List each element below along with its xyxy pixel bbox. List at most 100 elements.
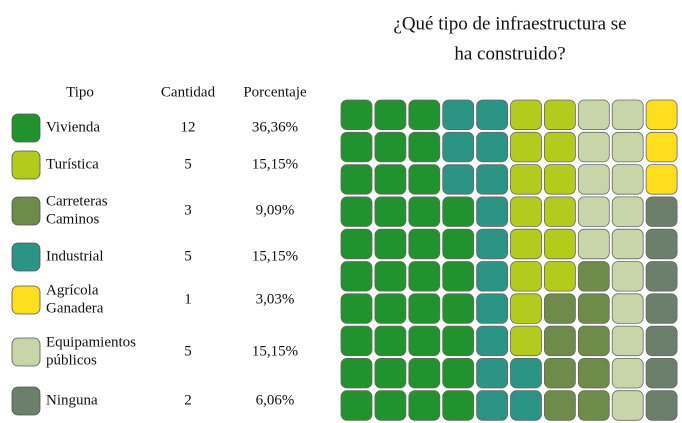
waffle-cell [442,99,475,131]
waffle-cell [544,357,576,389]
waffle-cell [577,196,610,227]
waffle-cell [611,390,644,421]
waffle-cell [374,228,407,260]
waffle-cell [374,293,407,324]
table-header: Tipo [66,84,94,100]
legend-swatch [11,386,41,416]
waffle-cell [577,131,610,163]
waffle-cell [442,293,475,324]
waffle-cell [577,261,610,292]
waffle-cell [442,131,475,163]
waffle-cell [510,228,542,260]
table-header: Cantidad [161,84,216,100]
percentage: 15,15% [252,248,298,264]
waffle-cell [510,390,542,421]
waffle-cell [476,99,509,131]
waffle-cell [544,228,576,260]
waffle-cell [645,131,678,163]
waffle-cell [577,325,610,357]
waffle-cell [611,131,644,163]
waffle-cell [374,196,407,227]
waffle-cell [374,325,407,357]
waffle-cell [340,164,373,195]
waffle-cell [340,228,373,260]
category-label: Vivienda [46,119,100,135]
waffle-cell [611,293,644,324]
waffle-cell [544,131,576,163]
waffle-cell [577,164,610,195]
waffle-cell [645,357,678,389]
waffle-cell [544,99,576,131]
waffle-cell [442,325,475,357]
waffle-cell [577,357,610,389]
waffle-cell [442,357,475,389]
waffle-cell [340,196,373,227]
waffle-cell [374,390,407,421]
waffle-cell [645,99,678,131]
waffle-cell [408,164,441,195]
waffle-cell [408,390,441,421]
waffle-cell [544,261,576,292]
waffle-cell [476,196,509,227]
waffle-cell [408,325,441,357]
waffle-cell [442,164,475,195]
category-label: Agrícola [46,282,99,298]
legend-swatch [11,150,41,180]
category-label: Ninguna [46,392,98,408]
waffle-cell [408,357,441,389]
waffle-cell [645,325,678,357]
waffle-cell [510,164,542,195]
waffle-cell [577,228,610,260]
waffle-cell [374,357,407,389]
waffle-cell [510,131,542,163]
percentage: 6,06% [256,392,295,408]
legend-swatch [11,242,41,272]
waffle-cell [442,228,475,260]
waffle-cell [476,164,509,195]
waffle-cell [476,261,509,292]
waffle-cell [374,99,407,131]
waffle-cell [645,261,678,292]
category-label: públicos [46,352,97,368]
waffle-cell [408,293,441,324]
waffle-cell [408,228,441,260]
count: 5 [184,343,192,359]
waffle-cell [645,390,678,421]
waffle-cell [374,261,407,292]
waffle-cell [544,293,576,324]
waffle-cell [340,261,373,292]
waffle-cell [442,196,475,227]
waffle-cell [340,99,373,131]
waffle-cell [645,228,678,260]
waffle-cell [645,164,678,195]
chart-title: ha construido? [454,43,565,64]
count: 2 [184,392,192,408]
waffle-cell [510,325,542,357]
waffle-cell [510,357,542,389]
percentage: 15,15% [252,343,298,359]
waffle-cell [374,131,407,163]
waffle-cell [340,390,373,421]
chart-title: ¿Qué tipo de infraestructura se [393,13,626,34]
category-label: Ganadera [46,300,104,316]
count: 5 [184,248,192,264]
legend-swatch [11,196,41,226]
waffle-cell [544,196,576,227]
waffle-cell [340,325,373,357]
waffle-cell [408,196,441,227]
waffle-cell [408,261,441,292]
waffle-cell [442,390,475,421]
waffle-cell [611,228,644,260]
waffle-cell [510,99,542,131]
waffle-cell [340,357,373,389]
waffle-cell [476,357,509,389]
waffle-cell [374,164,407,195]
category-label: Caminos [46,211,99,227]
waffle-cell [544,164,576,195]
waffle-cell [611,196,644,227]
waffle-cell [476,228,509,260]
waffle-cell [577,99,610,131]
waffle-cell [510,196,542,227]
waffle-cell [476,293,509,324]
